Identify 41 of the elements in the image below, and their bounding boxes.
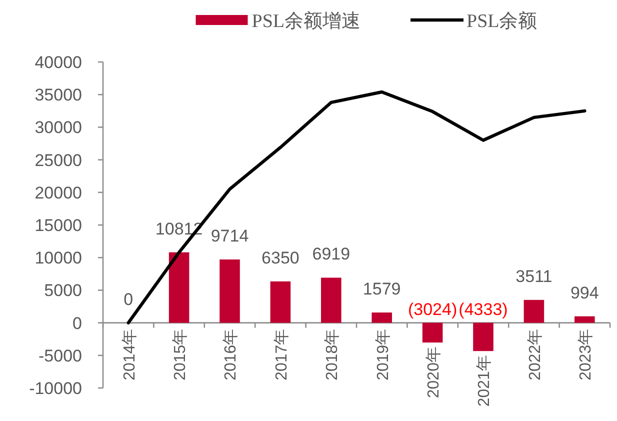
y-tick-label: -10000 [29, 379, 82, 398]
x-tick-label: 2016年 [222, 328, 240, 380]
x-tick-label: 2014年 [121, 328, 138, 380]
x-tick-label: 2020年 [426, 346, 443, 398]
y-tick-label: 40000 [34, 53, 82, 72]
legend-label: PSL余额 [466, 10, 538, 32]
y-tick-label: 25000 [34, 150, 82, 170]
data-label: 0 [124, 290, 134, 309]
y-tick-label: -5000 [38, 346, 82, 366]
y-tick-label: 20000 [34, 183, 82, 202]
bar [220, 259, 240, 323]
x-tick-label: 2023年 [578, 328, 595, 380]
data-label: (4333) [458, 300, 508, 319]
bar [321, 278, 342, 323]
x-tick-label: 2018年 [324, 328, 342, 380]
bar [574, 316, 595, 323]
legend-label: PSL余额增速 [252, 10, 360, 32]
x-tick-label: 2021年 [476, 355, 494, 407]
x-tick-label: 2015年 [172, 328, 190, 380]
bar [422, 322, 443, 343]
y-tick-label: 15000 [34, 216, 82, 235]
y-tick-label: 30000 [34, 118, 82, 138]
bar [168, 252, 190, 323]
y-tick-label: 0 [72, 314, 82, 333]
bar [270, 281, 291, 323]
bar [372, 312, 392, 323]
y-tick-label: 10000 [34, 248, 82, 268]
bar [524, 300, 544, 323]
data-label: 3511 [516, 266, 552, 286]
y-tick-label: 5000 [44, 281, 82, 300]
x-tick-label: 2017年 [273, 328, 290, 380]
y-tick-label: 35000 [34, 86, 82, 105]
x-tick-label: 2019年 [374, 328, 392, 380]
data-label: (3024) [408, 300, 458, 319]
data-label: 9714 [210, 226, 249, 246]
x-tick-label: 2022年 [526, 328, 544, 380]
data-label: 1579 [362, 280, 401, 299]
data-label: 6350 [262, 248, 300, 268]
data-label: 6919 [312, 244, 350, 264]
data-label: 994 [570, 283, 599, 302]
bar [473, 322, 494, 352]
